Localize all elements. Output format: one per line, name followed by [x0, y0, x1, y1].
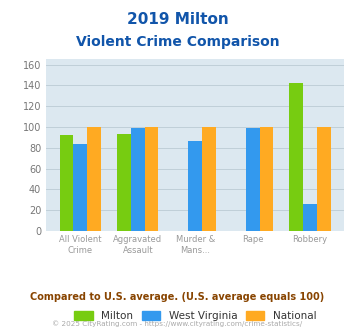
Text: Compared to U.S. average. (U.S. average equals 100): Compared to U.S. average. (U.S. average …: [31, 292, 324, 302]
Bar: [189, 141, 202, 231]
Text: 2019 Milton: 2019 Milton: [127, 12, 228, 26]
Bar: [317, 127, 331, 231]
Bar: [289, 83, 303, 231]
Text: Violent Crime Comparison: Violent Crime Comparison: [76, 35, 279, 49]
Bar: [202, 127, 216, 231]
Bar: [145, 127, 158, 231]
Bar: [131, 128, 145, 231]
Bar: [87, 127, 101, 231]
Legend: Milton, West Virginia, National: Milton, West Virginia, National: [70, 307, 321, 325]
Bar: [117, 134, 131, 231]
Bar: [73, 144, 87, 231]
Bar: [303, 204, 317, 231]
Text: © 2025 CityRating.com - https://www.cityrating.com/crime-statistics/: © 2025 CityRating.com - https://www.city…: [53, 321, 302, 327]
Bar: [260, 127, 273, 231]
Bar: [246, 128, 260, 231]
Bar: [60, 135, 73, 231]
